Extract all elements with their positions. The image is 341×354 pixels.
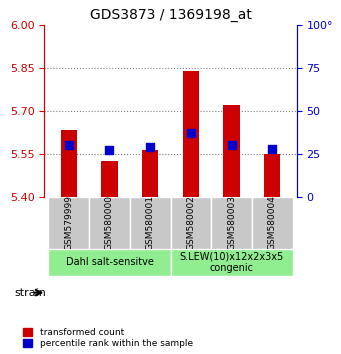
FancyBboxPatch shape bbox=[130, 197, 170, 249]
Point bbox=[229, 142, 234, 148]
Text: S.LEW(10)x12x2x3x5
congenic: S.LEW(10)x12x2x3x5 congenic bbox=[179, 252, 284, 273]
Text: strain: strain bbox=[14, 288, 46, 298]
Bar bbox=[142, 150, 158, 197]
Title: GDS3873 / 1369198_at: GDS3873 / 1369198_at bbox=[90, 8, 251, 22]
Bar bbox=[223, 105, 240, 197]
Text: Dahl salt-sensitve: Dahl salt-sensitve bbox=[65, 257, 153, 267]
Text: GSM580002: GSM580002 bbox=[186, 195, 195, 250]
Point bbox=[107, 148, 112, 153]
Text: GSM580001: GSM580001 bbox=[146, 195, 155, 250]
FancyBboxPatch shape bbox=[170, 249, 293, 276]
FancyBboxPatch shape bbox=[211, 197, 252, 249]
Bar bbox=[264, 154, 280, 197]
Bar bbox=[183, 71, 199, 197]
Text: GSM579999: GSM579999 bbox=[64, 195, 73, 250]
FancyBboxPatch shape bbox=[48, 197, 89, 249]
FancyBboxPatch shape bbox=[48, 249, 170, 276]
Point bbox=[66, 142, 72, 148]
Text: GSM580004: GSM580004 bbox=[268, 195, 277, 250]
Point bbox=[147, 144, 153, 150]
Bar bbox=[101, 161, 118, 197]
FancyBboxPatch shape bbox=[170, 197, 211, 249]
Text: GSM580003: GSM580003 bbox=[227, 195, 236, 250]
Legend: transformed count, percentile rank within the sample: transformed count, percentile rank withi… bbox=[21, 326, 195, 349]
Bar bbox=[61, 130, 77, 197]
Point bbox=[269, 146, 275, 152]
Text: GSM580000: GSM580000 bbox=[105, 195, 114, 250]
FancyBboxPatch shape bbox=[89, 197, 130, 249]
FancyBboxPatch shape bbox=[252, 197, 293, 249]
Point bbox=[188, 130, 194, 136]
